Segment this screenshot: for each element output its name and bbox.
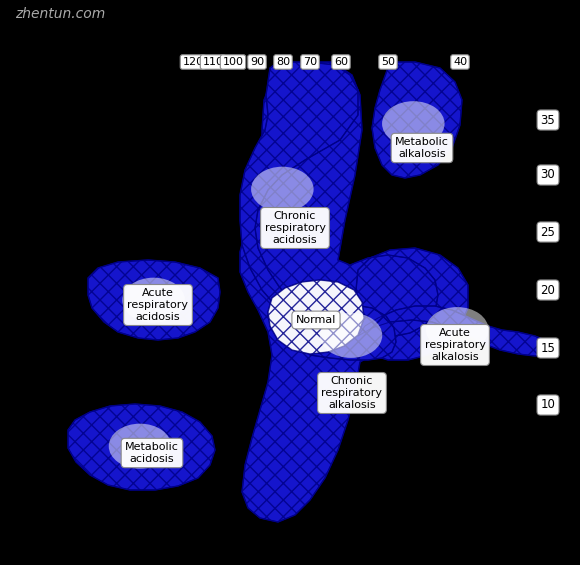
Text: 15: 15 (541, 341, 556, 354)
Ellipse shape (426, 307, 488, 352)
Polygon shape (240, 62, 468, 522)
Text: 100: 100 (223, 57, 244, 67)
Text: Normal: Normal (296, 315, 336, 325)
Text: 90: 90 (250, 57, 264, 67)
Text: Chronic
respiratory
alkalosis: Chronic respiratory alkalosis (321, 376, 382, 410)
Text: 110: 110 (202, 57, 223, 67)
Text: Chronic
respiratory
acidosis: Chronic respiratory acidosis (264, 211, 325, 245)
Text: 120: 120 (183, 57, 204, 67)
Polygon shape (68, 404, 215, 490)
Text: 30: 30 (541, 168, 556, 181)
Text: 10: 10 (541, 398, 556, 411)
Text: 35: 35 (541, 114, 556, 127)
Polygon shape (88, 260, 220, 340)
Text: Acute
respiratory
alkalosis: Acute respiratory alkalosis (425, 328, 485, 362)
Text: 50: 50 (381, 57, 395, 67)
Polygon shape (372, 62, 462, 178)
Text: 60: 60 (334, 57, 348, 67)
Polygon shape (268, 280, 364, 354)
Text: 20: 20 (541, 284, 556, 297)
Text: zhentun.com: zhentun.com (15, 7, 105, 21)
Text: 40: 40 (453, 57, 467, 67)
Polygon shape (305, 305, 396, 360)
Text: Acute
respiratory
acidosis: Acute respiratory acidosis (128, 288, 188, 321)
Text: 80: 80 (276, 57, 290, 67)
Polygon shape (358, 306, 550, 356)
Text: 70: 70 (303, 57, 317, 67)
Ellipse shape (251, 167, 314, 212)
Text: Metabolic
alkalosis: Metabolic alkalosis (395, 137, 449, 159)
Ellipse shape (320, 313, 382, 358)
Ellipse shape (382, 101, 444, 146)
Text: Metabolic
acidosis: Metabolic acidosis (125, 442, 179, 464)
Polygon shape (268, 280, 364, 354)
Ellipse shape (109, 424, 171, 468)
Text: 25: 25 (541, 225, 556, 238)
Polygon shape (240, 62, 358, 318)
Ellipse shape (122, 277, 185, 323)
